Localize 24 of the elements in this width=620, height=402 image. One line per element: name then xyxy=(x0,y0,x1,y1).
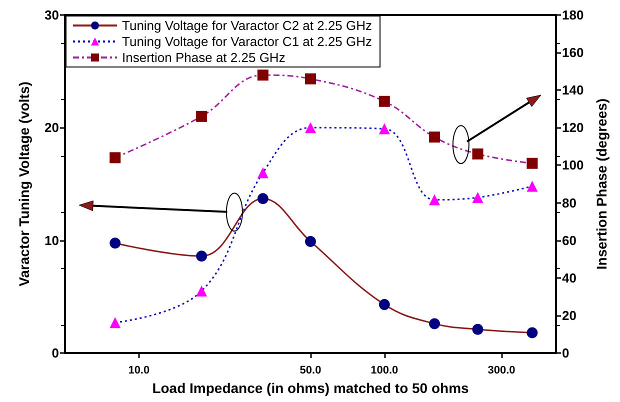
y2-tick-label: 40 xyxy=(562,270,576,286)
y2-tick-label: 160 xyxy=(562,45,584,60)
x-axis-title: Load Impedance (in ohms) matched to 50 ohms xyxy=(152,380,470,396)
legend-label: Tuning Voltage for Varactor C1 at 2.25 GHz xyxy=(122,34,372,49)
x-tick-label: 10.0 xyxy=(128,364,150,376)
y-tick-label: 0 xyxy=(52,346,59,360)
x-tick-label: 100.0 xyxy=(370,364,398,376)
legend-label: Tuning Voltage for Varactor C2 at 2.25 GHz xyxy=(122,18,372,33)
y2-tick-label: 60 xyxy=(562,232,576,248)
y2-axis-title: Insertion Phase (degrees) xyxy=(594,98,610,270)
y2-tick-label: 80 xyxy=(562,195,576,210)
y-tick-label: 30 xyxy=(44,8,59,22)
x-tick-label: 50.0 xyxy=(300,364,322,376)
y2-tick-label: 100 xyxy=(562,158,584,173)
legend-label: Insertion Phase at 2.25 GHz xyxy=(122,50,286,65)
y-tick-label: 10 xyxy=(44,232,59,248)
x-tick-label: 300.0 xyxy=(488,364,516,376)
y-axis-title: Varactor Tuning Voltage (volts) xyxy=(16,82,32,286)
y2-tick-label: 180 xyxy=(562,8,584,22)
y2-tick-label: 120 xyxy=(562,120,584,136)
y2-tick-label: 0 xyxy=(562,346,570,360)
y2-tick-label: 20 xyxy=(562,308,576,323)
y-tick-label: 20 xyxy=(44,120,59,136)
y2-tick-label: 140 xyxy=(562,82,584,98)
